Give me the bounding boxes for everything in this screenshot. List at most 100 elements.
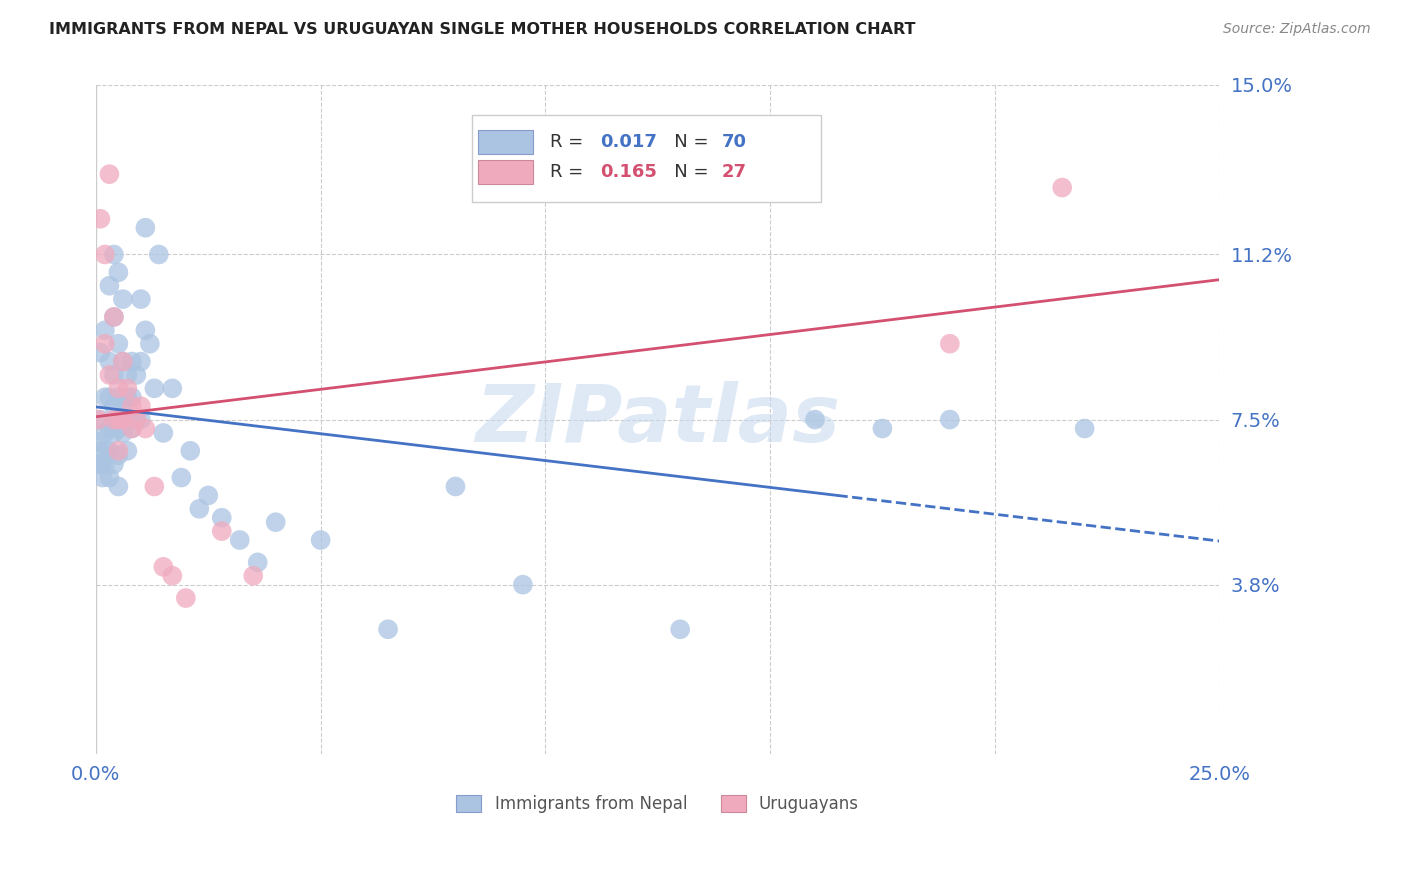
Point [87, 434, 110, 449]
Point [94, 457, 117, 471]
Point [117, 443, 139, 458]
Point [139, 336, 162, 351]
Point [121, 354, 143, 368]
Point [129, 412, 152, 426]
Point [152, 425, 174, 440]
Point [94, 390, 117, 404]
Point [197, 488, 219, 502]
Point [134, 220, 156, 235]
Point [939, 412, 962, 426]
Point [111, 292, 134, 306]
Text: Source: ZipAtlas.com: Source: ZipAtlas.com [1223, 22, 1371, 37]
Point [134, 421, 156, 435]
Point [103, 310, 125, 324]
Point [103, 247, 125, 261]
Text: 0.165: 0.165 [600, 163, 657, 181]
Point [90, 457, 112, 471]
Point [125, 412, 148, 426]
Point [98, 167, 121, 181]
Point [98, 354, 121, 368]
Point [1073, 421, 1095, 435]
Text: 27: 27 [721, 163, 747, 181]
Point [117, 381, 139, 395]
Point [107, 381, 129, 395]
Point [89, 412, 111, 426]
Point [125, 412, 148, 426]
Point [103, 399, 125, 413]
Point [242, 568, 264, 582]
Point [103, 457, 125, 471]
Point [148, 247, 170, 261]
Point [111, 412, 134, 426]
Text: R =: R = [550, 163, 589, 181]
Point [98, 390, 121, 404]
Point [107, 421, 129, 435]
Point [170, 470, 193, 484]
Point [89, 457, 111, 471]
Point [98, 421, 121, 435]
Point [377, 622, 399, 636]
Text: N =: N = [657, 133, 714, 151]
Point [939, 336, 962, 351]
Point [107, 336, 129, 351]
Point [229, 533, 252, 547]
Point [125, 368, 148, 382]
Point [103, 412, 125, 426]
Point [94, 336, 117, 351]
Point [96, 443, 118, 458]
Point [91, 470, 114, 484]
Point [111, 354, 134, 368]
Point [111, 425, 134, 440]
Point [117, 390, 139, 404]
Point [121, 399, 143, 413]
Point [89, 443, 111, 458]
Text: 70: 70 [721, 133, 747, 151]
Point [89, 211, 111, 226]
Text: R =: R = [550, 133, 589, 151]
Point [107, 265, 129, 279]
Point [98, 368, 121, 382]
Point [264, 515, 287, 529]
Point [512, 577, 534, 591]
Point [174, 591, 197, 605]
Point [111, 399, 134, 413]
Point [103, 310, 125, 324]
Text: N =: N = [657, 163, 714, 181]
Point [129, 354, 152, 368]
Point [179, 443, 201, 458]
Text: IMMIGRANTS FROM NEPAL VS URUGUAYAN SINGLE MOTHER HOUSEHOLDS CORRELATION CHART: IMMIGRANTS FROM NEPAL VS URUGUAYAN SINGL… [49, 22, 915, 37]
Point [107, 443, 129, 458]
Legend: Immigrants from Nepal, Uruguayans: Immigrants from Nepal, Uruguayans [457, 795, 859, 813]
Point [143, 479, 166, 493]
Point [98, 443, 121, 458]
Point [87, 412, 110, 426]
Point [117, 412, 139, 426]
Point [111, 354, 134, 368]
Point [211, 524, 233, 538]
Point [89, 345, 111, 359]
Point [107, 448, 129, 462]
Point [107, 479, 129, 493]
Point [94, 323, 117, 337]
Point [98, 470, 121, 484]
Point [309, 533, 332, 547]
Point [121, 421, 143, 435]
Point [134, 323, 156, 337]
Point [117, 368, 139, 382]
Point [669, 622, 692, 636]
Point [107, 390, 129, 404]
Point [107, 412, 129, 426]
Point [94, 425, 117, 440]
Point [872, 421, 894, 435]
Point [129, 399, 152, 413]
Point [162, 381, 184, 395]
Point [188, 501, 211, 516]
Point [444, 479, 467, 493]
Point [246, 555, 269, 569]
Text: 0.017: 0.017 [600, 133, 657, 151]
Text: ZIPatlas: ZIPatlas [475, 381, 841, 458]
Point [98, 278, 121, 293]
Point [152, 559, 174, 574]
Point [103, 425, 125, 440]
Point [121, 390, 143, 404]
